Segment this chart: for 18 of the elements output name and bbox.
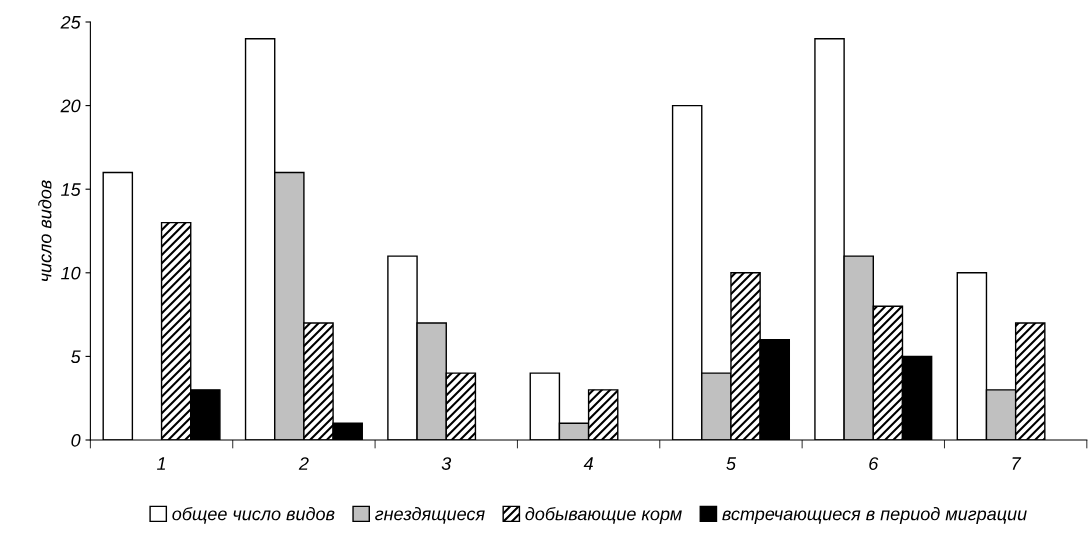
y-tick-label: 5	[71, 350, 81, 364]
y-tick-label: 0	[71, 433, 81, 447]
legend-label: гнездящиеся	[375, 507, 485, 524]
x-tick-label: 4	[583, 457, 593, 470]
y-tick-label: 25	[60, 15, 81, 29]
legend-label: общее число видов	[172, 506, 335, 524]
y-tick-label: 20	[60, 99, 81, 113]
x-tick-label: 5	[726, 457, 737, 470]
x-tick-label: 6	[869, 457, 879, 470]
legend-label: встречающиеся в период миграции	[722, 507, 1027, 524]
x-tick-label: 3	[441, 457, 452, 470]
x-tick-label: 1	[157, 457, 166, 470]
x-tick-label: 7	[1012, 457, 1022, 470]
y-tick-label: 10	[61, 266, 81, 280]
x-tick-label: 2	[298, 457, 309, 470]
y-tick-label: 15	[61, 183, 81, 196]
y-axis-title: число видов	[38, 180, 52, 282]
legend-label: добывающие корм	[525, 506, 682, 524]
